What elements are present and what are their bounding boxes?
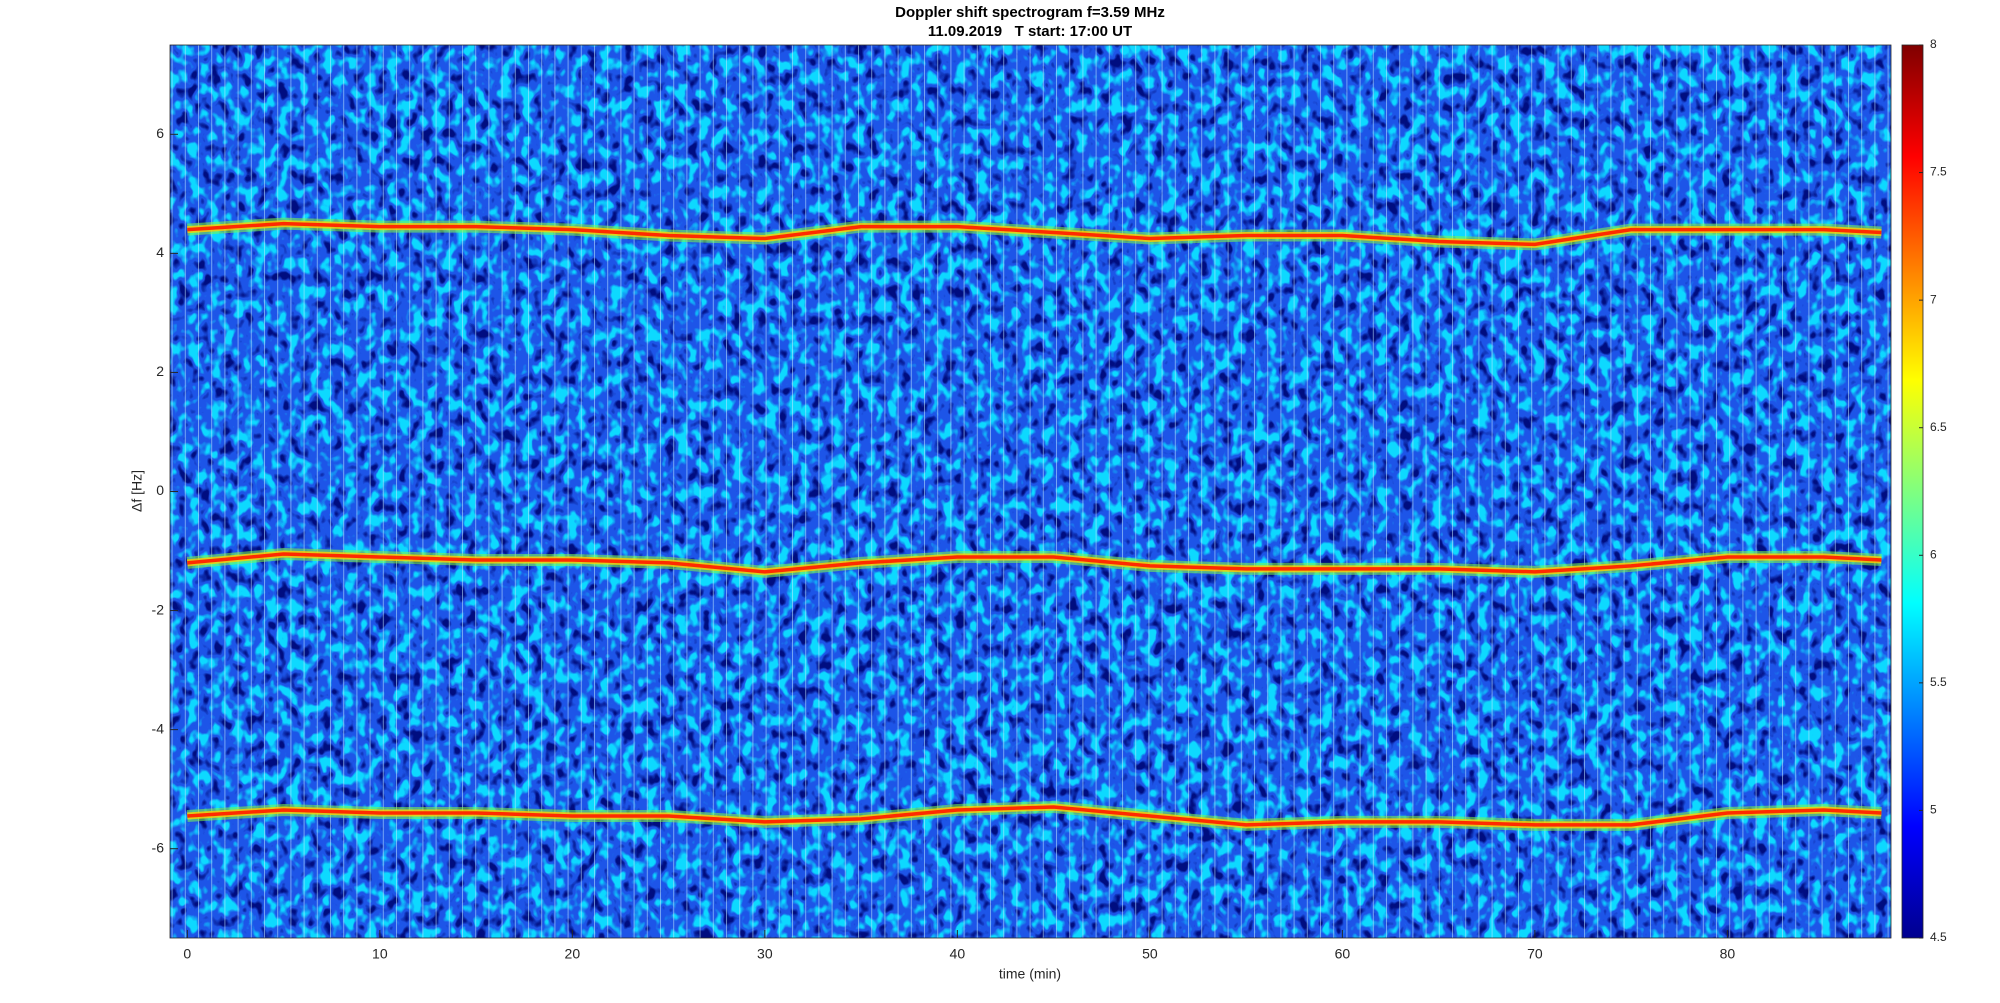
y-tick-label: -2 (152, 601, 165, 617)
y-tick-label: 0 (156, 482, 164, 498)
colorbar-tick-label: 6 (1930, 547, 1937, 561)
colorbar-tick-label: 7.5 (1930, 165, 1947, 179)
colorbar-tick-label: 8 (1930, 37, 1937, 51)
segment-lines (170, 45, 1891, 938)
chart-title: Doppler shift spectrogram f=3.59 MHz (895, 4, 1165, 21)
x-tick-label: 30 (757, 946, 773, 962)
chart-subtitle: 11.09.2019 T start: 17:00 UT (928, 23, 1132, 40)
x-tick-label: 60 (1335, 946, 1351, 962)
x-tick-label: 70 (1527, 946, 1543, 962)
colorbar-tick-label: 4.5 (1930, 930, 1947, 944)
colorbar (1901, 44, 1924, 939)
trace (187, 552, 1882, 574)
x-tick-label: 40 (950, 946, 966, 962)
plot-area (186, 217, 1882, 831)
y-axis-label: Δf [Hz] (129, 470, 145, 512)
colorbar-tick-label: 7 (1930, 292, 1937, 306)
x-tick-label: 0 (183, 946, 191, 962)
x-tick-label: 80 (1720, 946, 1736, 962)
colorbar-tick-label: 5 (1930, 803, 1937, 817)
x-tick-label: 20 (565, 946, 581, 962)
y-tick-label: -4 (152, 720, 165, 736)
y-tick-label: 4 (156, 244, 164, 260)
x-tick-label: 10 (372, 946, 388, 962)
trace (187, 805, 1882, 827)
colorbar-tick-label: 6.5 (1930, 420, 1947, 434)
trace (187, 221, 1882, 247)
colorbar-tick-label: 5.5 (1930, 675, 1947, 689)
x-axis-label: time (min) (999, 966, 1061, 982)
x-tick-label: 50 (1142, 946, 1158, 962)
y-tick-label: 6 (156, 125, 164, 141)
y-tick-label: -6 (152, 839, 165, 855)
y-tick-label: 2 (156, 363, 164, 379)
